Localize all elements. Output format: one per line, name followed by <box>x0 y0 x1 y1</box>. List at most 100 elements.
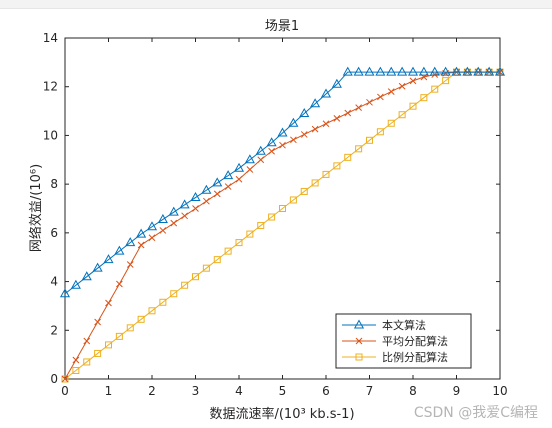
series-3-point <box>246 230 254 238</box>
x-tick-label: 10 <box>492 384 507 398</box>
series-2-point <box>344 109 352 117</box>
chart-title: 场景1 <box>265 19 299 34</box>
series-1-point <box>342 66 353 76</box>
y-tick-label: 12 <box>43 80 58 94</box>
x-tick-label: 8 <box>409 384 417 398</box>
series-3-point <box>268 213 276 221</box>
series-2-point <box>300 131 308 138</box>
series-1-point <box>179 199 190 209</box>
series-2-point <box>355 104 362 112</box>
series-3-point <box>235 239 243 247</box>
series-2-point <box>377 93 384 101</box>
series-3-point <box>72 366 80 374</box>
series-1-point <box>451 66 462 76</box>
series-3-point <box>126 324 134 332</box>
series-1-point <box>157 213 168 223</box>
window-top-strip <box>0 0 552 9</box>
series-3-point <box>181 281 189 289</box>
series-1-point <box>81 271 92 281</box>
series-1-point <box>255 145 266 155</box>
series-1-point <box>70 279 81 289</box>
series-3-point <box>192 273 199 281</box>
series-1-point <box>364 66 375 76</box>
series-2-point <box>398 82 406 90</box>
series-1-point <box>190 192 201 202</box>
series-3-point <box>159 298 167 306</box>
series-3-point <box>376 128 384 136</box>
y-tick-label: 14 <box>43 31 58 45</box>
x-tick-label: 6 <box>322 384 330 398</box>
series-1-point <box>299 107 310 118</box>
series-2-point <box>126 261 134 268</box>
series-3-point <box>366 136 373 144</box>
y-tick-label: 10 <box>43 128 58 142</box>
series-2-point <box>322 120 330 128</box>
series-3-point <box>94 349 102 357</box>
series-3-point <box>202 264 210 272</box>
series-1-point <box>146 221 158 231</box>
series-1-point <box>375 66 386 76</box>
series-3-point <box>105 341 112 349</box>
series-3-point <box>442 77 450 85</box>
series-3-point <box>311 179 319 187</box>
x-tick-label: 1 <box>105 384 113 398</box>
x-tick-label: 4 <box>235 384 243 398</box>
series-1-point <box>386 66 397 76</box>
series-2-point <box>61 375 69 383</box>
y-axis-label: 网络效益/(10⁶) <box>28 164 44 252</box>
series-3-point <box>224 247 232 255</box>
x-tick-label: 2 <box>148 384 156 398</box>
series-1-point <box>320 88 332 98</box>
x-tick-label: 9 <box>453 384 461 398</box>
legend-marker <box>355 353 363 361</box>
series-1-point <box>429 66 440 76</box>
series-2-point <box>290 136 297 144</box>
series-3-point <box>170 290 178 298</box>
series-3-point <box>431 85 439 93</box>
series-3-point <box>148 307 156 315</box>
series-3-point <box>398 111 406 119</box>
series-3-point <box>387 119 395 127</box>
series-1-point <box>244 154 255 164</box>
series-1-point <box>407 66 419 76</box>
series-3-line <box>64 71 500 380</box>
y-tick-label: 4 <box>50 275 58 289</box>
series-1-point <box>484 66 495 76</box>
legend-marker <box>353 319 365 329</box>
x-tick-label: 5 <box>279 384 287 398</box>
series-2-point <box>159 227 167 234</box>
series-1-point <box>473 66 484 76</box>
series-3-point <box>137 315 145 323</box>
series-1-point <box>277 127 288 137</box>
series-1-point <box>397 66 408 76</box>
x-tick-label: 3 <box>192 384 200 398</box>
legend-label: 平均分配算法 <box>382 334 448 348</box>
y-tick-label: 8 <box>50 177 58 191</box>
series-2-point <box>213 190 221 198</box>
legend-marker <box>355 337 363 345</box>
series-1-point <box>353 66 364 76</box>
series-3-point <box>83 358 91 366</box>
series-1-point <box>310 98 321 108</box>
series-2-point <box>148 234 156 242</box>
series-2-point <box>94 318 101 326</box>
series-1-point <box>418 66 429 76</box>
series-3-point <box>61 375 69 383</box>
series-1-point <box>168 206 179 216</box>
series-3-point <box>322 170 330 178</box>
series-2-point <box>137 241 145 249</box>
series-2-point <box>387 88 395 95</box>
series-2-point <box>83 337 91 345</box>
series-2-point <box>257 156 265 164</box>
series-3-point <box>115 332 123 340</box>
series-1-point <box>59 288 71 298</box>
series-3-point <box>257 222 265 230</box>
series-3-point <box>300 187 308 195</box>
series-1-point <box>233 162 245 172</box>
series-2-point <box>235 175 243 183</box>
series-1-point <box>114 245 125 255</box>
series-1 <box>59 66 506 298</box>
